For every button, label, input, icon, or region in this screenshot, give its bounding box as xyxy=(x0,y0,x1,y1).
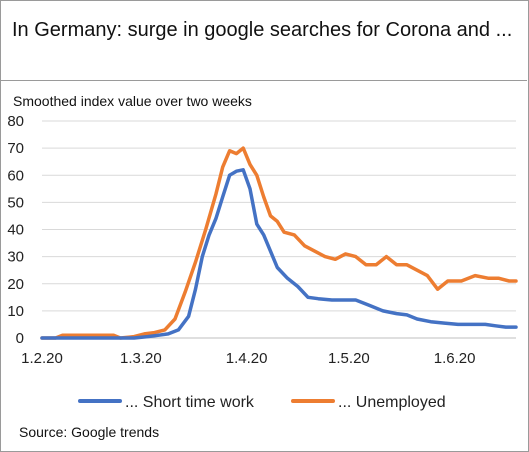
y-tick-label: 40 xyxy=(7,222,24,239)
legend-label: ... Short time work xyxy=(125,394,255,411)
series-line xyxy=(40,146,518,340)
x-tick-label: 1.6.20 xyxy=(434,350,476,367)
y-axis-ticks: 0 10 20 30 40 50 60 70 80 xyxy=(7,113,24,347)
chart-subtitle: Smoothed index value over two weeks xyxy=(13,93,252,109)
y-tick-label: 70 xyxy=(7,140,24,157)
y-tick-label: 30 xyxy=(7,249,24,266)
source-note: Source: Google trends xyxy=(19,424,160,440)
series-lines xyxy=(40,146,518,340)
gridlines xyxy=(42,120,516,339)
y-tick-label: 20 xyxy=(7,276,24,293)
x-tick-label: 1.5.20 xyxy=(328,350,370,367)
series-line xyxy=(40,168,518,340)
legend-label: ... Unemployed xyxy=(338,394,446,411)
y-tick-label: 50 xyxy=(7,194,24,211)
x-tick-label: 1.4.20 xyxy=(226,350,268,367)
legend: ... Short time work ... Unemployed xyxy=(78,394,446,411)
title-divider xyxy=(0,80,527,81)
x-axis-ticks: 1.2.20 1.3.20 1.4.20 1.5.20 1.6.20 xyxy=(21,350,475,367)
y-tick-label: 60 xyxy=(7,167,24,184)
y-tick-label: 80 xyxy=(7,113,24,130)
chart-title: In Germany: surge in google searches for… xyxy=(12,19,513,41)
x-tick-label: 1.2.20 xyxy=(21,350,63,367)
y-tick-label: 10 xyxy=(7,303,24,320)
x-tick-label: 1.3.20 xyxy=(120,350,162,367)
y-tick-label: 0 xyxy=(16,330,24,347)
